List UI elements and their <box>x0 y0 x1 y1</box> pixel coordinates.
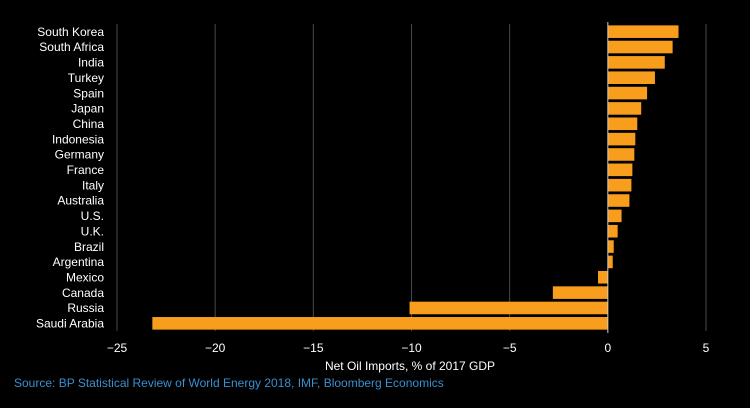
bars <box>152 25 679 330</box>
category-label: Saudi Arabia <box>36 317 104 331</box>
category-label: Argentina <box>53 255 105 269</box>
x-tick-label: −15 <box>303 341 324 355</box>
bar <box>607 255 613 269</box>
category-label: Italy <box>82 178 104 192</box>
bar <box>607 148 635 161</box>
bar <box>607 209 622 223</box>
category-label: Japan <box>71 102 104 116</box>
gridlines <box>116 24 707 331</box>
bar <box>607 25 679 38</box>
x-tick-label: 0 <box>604 341 611 355</box>
category-label: Brazil <box>74 240 104 254</box>
bar <box>607 71 655 85</box>
category-label: Germany <box>55 148 104 162</box>
bar <box>598 270 608 284</box>
source-note: Source: BP Statistical Review of World E… <box>14 376 444 390</box>
x-tick-label: 5 <box>703 341 710 355</box>
bar <box>409 301 608 315</box>
category-label: Indonesia <box>52 132 104 146</box>
category-label: South Korea <box>37 25 104 39</box>
category-label: China <box>73 117 105 131</box>
bar <box>552 286 608 299</box>
x-tick-label: −20 <box>205 341 226 355</box>
category-label: Australia <box>57 194 104 208</box>
category-label: U.S. <box>81 209 104 223</box>
bar <box>607 163 633 177</box>
category-label: Turkey <box>68 71 104 85</box>
category-label: South Africa <box>39 40 104 54</box>
bar <box>607 178 632 192</box>
bar <box>607 240 614 253</box>
bar <box>607 102 642 115</box>
x-tick-labels: −25 −20 −15 −10 −5 0 5 <box>107 341 710 355</box>
bar <box>607 86 648 100</box>
bar <box>607 194 630 207</box>
x-tick-label: −5 <box>503 341 517 355</box>
category-label: Mexico <box>66 270 104 284</box>
category-label: India <box>78 56 104 70</box>
category-label: Canada <box>62 286 104 300</box>
bar <box>607 224 618 238</box>
bar <box>607 40 673 54</box>
x-tick-label: −10 <box>401 341 422 355</box>
x-tick-label: −25 <box>107 341 128 355</box>
bar <box>607 56 665 69</box>
bar <box>607 117 638 131</box>
x-axis-title: Net Oil Imports, % of 2017 GDP <box>325 359 495 373</box>
bar <box>607 132 636 146</box>
category-label: Russia <box>67 301 104 315</box>
category-label: France <box>67 163 105 177</box>
bar <box>152 317 608 330</box>
category-label: U.K. <box>81 224 104 238</box>
category-label: Spain <box>73 86 104 100</box>
